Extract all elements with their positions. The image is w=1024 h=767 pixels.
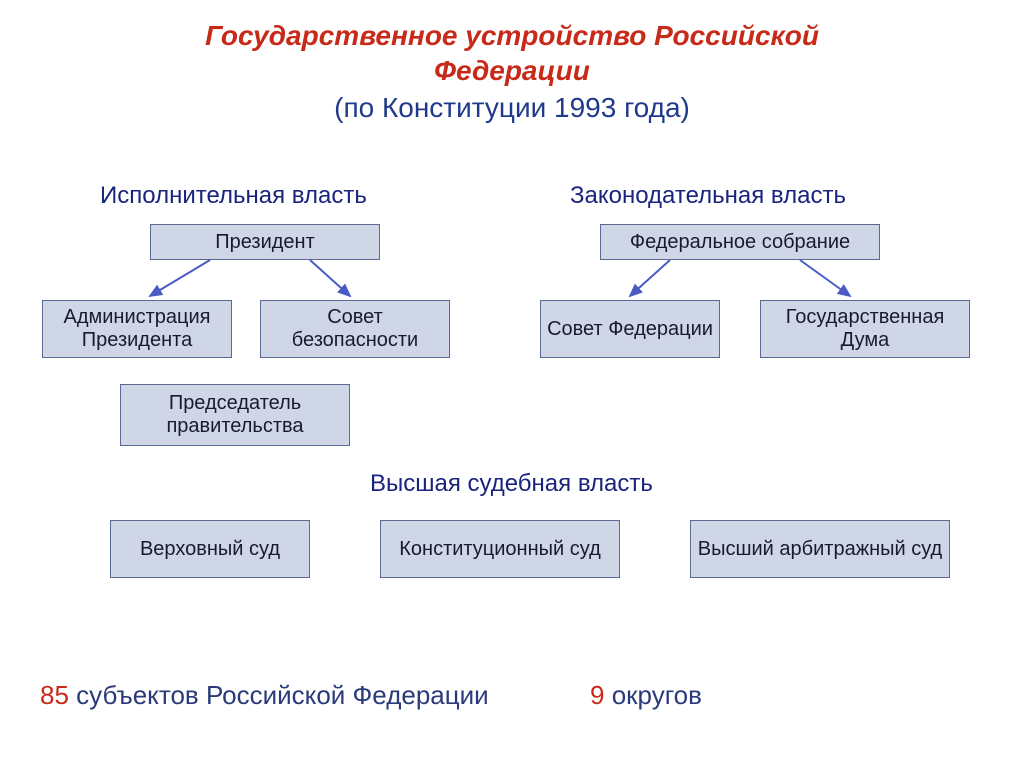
- box-fed-assembly: Федеральное собрание: [600, 224, 880, 260]
- executive-header: Исполнительная власть: [100, 182, 367, 210]
- arrow: [800, 260, 850, 296]
- box-duma: Государственная Дума: [760, 300, 970, 358]
- arrow: [310, 260, 350, 296]
- arrow: [150, 260, 210, 296]
- footer-right-num: 9: [590, 680, 604, 710]
- footer-left-num: 85: [40, 680, 69, 710]
- title-line1: Государственное устройство Российской: [0, 18, 1024, 53]
- footer-left-text: субъектов Российской Федерации: [69, 680, 489, 710]
- box-sec-council: Совет безопасности: [260, 300, 450, 358]
- box-supreme: Верховный суд: [110, 520, 310, 578]
- title-line2: Федерации: [0, 53, 1024, 88]
- judicial-header: Высшая судебная власть: [370, 470, 653, 498]
- box-fed-council: Совет Федерации: [540, 300, 720, 358]
- box-admin: Администрация Президента: [42, 300, 232, 358]
- box-const: Конституционный суд: [380, 520, 620, 578]
- arrow-group: [150, 260, 850, 296]
- box-pm: Председатель правительства: [120, 384, 350, 446]
- footer-left: 85 субъектов Российской Федерации: [40, 680, 489, 711]
- title-block: Государственное устройство Российской Фе…: [0, 0, 1024, 126]
- box-president: Президент: [150, 224, 380, 260]
- legislative-header: Законодательная власть: [570, 182, 846, 210]
- footer-right-text: округов: [604, 680, 701, 710]
- arrow: [630, 260, 670, 296]
- box-arbitr: Высший арбитражный суд: [690, 520, 950, 578]
- footer-right: 9 округов: [590, 680, 702, 711]
- title-line3: (по Конституции 1993 года): [0, 90, 1024, 126]
